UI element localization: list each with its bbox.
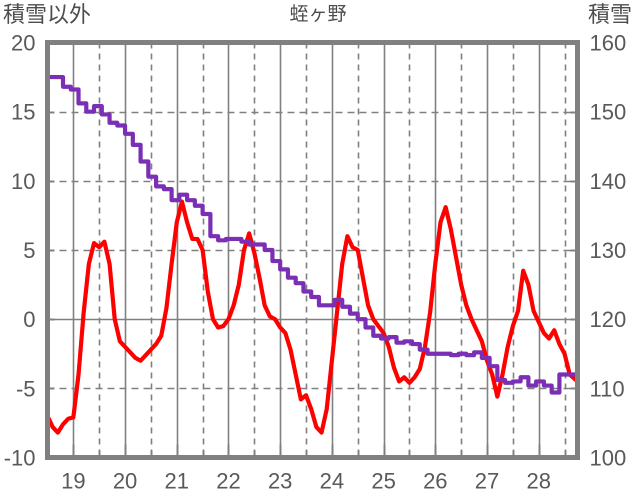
left-axis-title: 積雪以外 — [3, 2, 92, 27]
y-axis-tick-label: 0 — [23, 307, 35, 332]
y-axis-tick-label: 20 — [11, 31, 35, 56]
x-axis-tick-label: 21 — [165, 469, 189, 494]
axis-tick-labels: -10 100 -5 110 0 120 5 130 10 140 15 150 20 160 19 20 21… — [4, 31, 627, 494]
y2-axis-tick-label: 160 — [590, 31, 627, 56]
y2-axis-tick-label: 130 — [590, 238, 627, 263]
x-axis-tick-label: 27 — [475, 469, 499, 494]
y2-axis-tick-label: 120 — [590, 307, 627, 332]
y2-axis-tick-label: 110 — [590, 376, 625, 401]
y-axis-tick-label: 15 — [11, 100, 35, 125]
y2-axis-tick-label: 100 — [590, 446, 627, 471]
x-axis-tick-label: 20 — [113, 469, 137, 494]
x-axis-tick-label: 26 — [423, 469, 447, 494]
x-axis-tick-label: 25 — [371, 469, 395, 494]
axis-ticks — [47, 111, 578, 458]
y2-axis-tick-label: 140 — [590, 169, 627, 194]
x-axis-tick-label: 19 — [61, 469, 85, 494]
y-axis-tick-label: 10 — [11, 169, 35, 194]
y2-axis-tick-label: 150 — [590, 100, 627, 125]
y-axis-tick-label: 5 — [23, 238, 35, 263]
data-series-group — [45, 74, 580, 435]
x-axis-tick-label: 22 — [216, 469, 240, 494]
x-axis-tick-label: 28 — [526, 469, 550, 494]
chart-title: 蛭ヶ野 — [289, 4, 347, 25]
x-axis-tick-label: 24 — [320, 469, 344, 494]
right-axis-title: 積雪 — [587, 2, 632, 27]
x-axis-tick-label: 23 — [268, 469, 292, 494]
y-axis-tick-label: -10 — [4, 446, 36, 471]
y-axis-tick-label: -5 — [16, 376, 36, 401]
